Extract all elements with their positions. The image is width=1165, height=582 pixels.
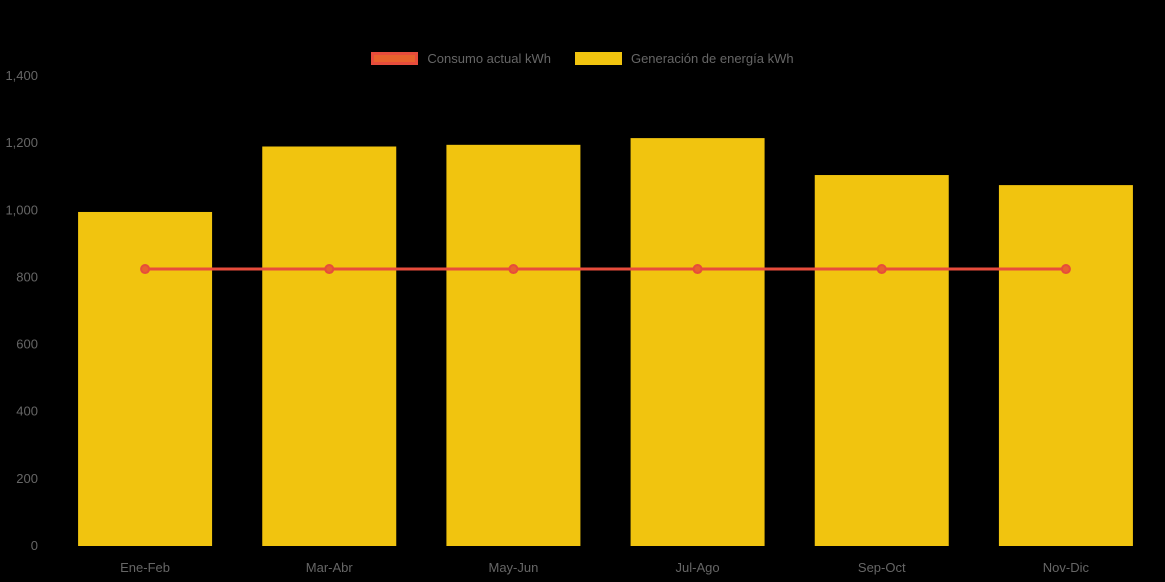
legend-swatch-consumo	[371, 52, 419, 65]
legend-label-consumo: Consumo actual kWh	[427, 51, 551, 66]
legend-label-generacion: Generación de energía kWh	[630, 51, 794, 66]
y-axis-tick: 1,200	[5, 135, 38, 150]
x-axis-label: Nov-Dic	[1043, 560, 1090, 575]
bar-Ene-Feb	[78, 211, 213, 546]
y-axis-tick: 800	[16, 269, 38, 284]
consumption-point-Ene-Feb	[140, 264, 151, 275]
y-axis-tick: 600	[16, 337, 38, 352]
consumption-point-Jul-Ago	[692, 264, 703, 275]
y-axis-tick: 0	[31, 538, 38, 553]
y-axis-tick: 400	[16, 404, 38, 419]
y-axis-tick: 1,000	[5, 202, 38, 217]
consumption-point-May-Jun	[508, 264, 519, 275]
x-axis-label: Ene-Feb	[120, 560, 170, 575]
x-axis-label: May-Jun	[488, 560, 538, 575]
legend-swatch-generacion	[574, 52, 622, 65]
consumption-point-Sep-Oct	[876, 264, 887, 275]
bar-May-Jun	[446, 144, 581, 547]
bar-Jul-Ago	[630, 138, 765, 546]
bar-Sep-Oct	[814, 175, 949, 547]
bar-Nov-Dic	[998, 185, 1133, 546]
legend-item-generacion[interactable]: Generación de energía kWh	[574, 51, 794, 66]
y-axis-tick: 200	[16, 471, 38, 486]
consumption-point-Mar-Abr	[324, 264, 335, 275]
x-axis-label: Sep-Oct	[858, 560, 906, 575]
legend-item-consumo[interactable]: Consumo actual kWh	[371, 51, 551, 66]
y-axis-tick: 1,400	[5, 68, 38, 83]
consumption-point-Nov-Dic	[1060, 264, 1071, 275]
chart-legend: Consumo actual kWh Generación de energía…	[0, 51, 1165, 66]
x-axis-label: Jul-Ago	[676, 560, 720, 575]
bar-Mar-Abr	[262, 146, 397, 546]
x-axis-label: Mar-Abr	[306, 560, 354, 575]
